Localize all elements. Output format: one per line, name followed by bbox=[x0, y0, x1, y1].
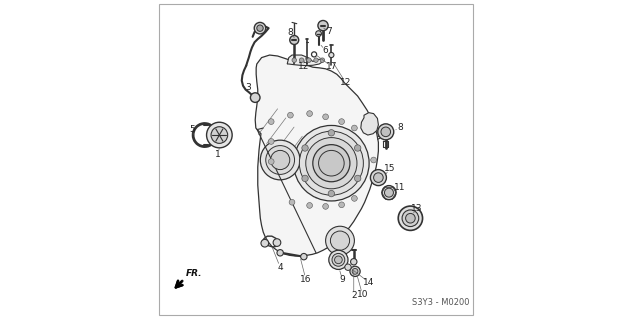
Circle shape bbox=[352, 268, 358, 274]
Circle shape bbox=[273, 239, 281, 246]
Circle shape bbox=[351, 196, 357, 201]
Circle shape bbox=[294, 125, 369, 201]
Circle shape bbox=[300, 131, 363, 195]
Text: 8: 8 bbox=[397, 123, 403, 132]
Circle shape bbox=[269, 119, 274, 124]
Circle shape bbox=[328, 130, 334, 136]
Circle shape bbox=[301, 253, 307, 260]
Circle shape bbox=[319, 150, 344, 176]
Circle shape bbox=[339, 202, 344, 208]
Circle shape bbox=[307, 58, 311, 62]
Text: 14: 14 bbox=[363, 278, 375, 287]
Circle shape bbox=[351, 125, 357, 131]
Text: 3: 3 bbox=[245, 84, 251, 92]
Circle shape bbox=[329, 250, 348, 269]
Circle shape bbox=[320, 58, 325, 62]
Circle shape bbox=[351, 259, 357, 265]
Text: 13: 13 bbox=[411, 204, 423, 213]
Circle shape bbox=[269, 159, 274, 164]
Text: 15: 15 bbox=[384, 164, 396, 173]
Circle shape bbox=[269, 139, 274, 144]
Circle shape bbox=[289, 199, 295, 205]
Circle shape bbox=[270, 150, 289, 170]
Text: 12: 12 bbox=[298, 62, 309, 71]
Circle shape bbox=[329, 52, 334, 58]
Circle shape bbox=[261, 239, 269, 247]
Circle shape bbox=[381, 127, 391, 137]
Circle shape bbox=[250, 93, 260, 102]
Circle shape bbox=[312, 52, 317, 57]
Circle shape bbox=[370, 170, 386, 186]
Circle shape bbox=[289, 36, 299, 44]
Text: 16: 16 bbox=[300, 275, 312, 284]
Circle shape bbox=[350, 266, 360, 276]
Polygon shape bbox=[287, 55, 324, 66]
Text: 9: 9 bbox=[339, 276, 346, 284]
Circle shape bbox=[331, 231, 349, 250]
Circle shape bbox=[266, 146, 295, 174]
Circle shape bbox=[313, 145, 350, 182]
Polygon shape bbox=[361, 113, 379, 135]
Circle shape bbox=[318, 20, 328, 31]
Circle shape bbox=[334, 256, 343, 264]
FancyArrowPatch shape bbox=[176, 281, 183, 288]
Circle shape bbox=[306, 138, 357, 189]
Text: 7: 7 bbox=[327, 27, 332, 36]
Circle shape bbox=[398, 206, 423, 230]
Circle shape bbox=[406, 213, 415, 223]
Text: 10: 10 bbox=[356, 290, 368, 299]
Circle shape bbox=[325, 226, 355, 255]
Circle shape bbox=[300, 58, 304, 62]
Circle shape bbox=[302, 145, 308, 151]
Circle shape bbox=[339, 119, 344, 124]
Text: 11: 11 bbox=[394, 183, 406, 192]
Circle shape bbox=[315, 31, 322, 36]
Circle shape bbox=[384, 188, 394, 197]
Circle shape bbox=[302, 175, 308, 182]
Circle shape bbox=[257, 25, 263, 31]
Text: 6: 6 bbox=[323, 46, 329, 55]
Text: 1: 1 bbox=[215, 150, 221, 159]
Circle shape bbox=[313, 58, 319, 62]
Circle shape bbox=[254, 22, 266, 34]
Circle shape bbox=[382, 186, 396, 200]
Circle shape bbox=[292, 58, 296, 62]
Circle shape bbox=[332, 253, 345, 266]
Circle shape bbox=[260, 140, 300, 180]
Polygon shape bbox=[255, 55, 379, 256]
Text: 12: 12 bbox=[340, 78, 351, 87]
Circle shape bbox=[323, 114, 329, 120]
Circle shape bbox=[277, 250, 283, 256]
Text: 5: 5 bbox=[190, 125, 195, 134]
Circle shape bbox=[307, 203, 312, 208]
Text: 8: 8 bbox=[288, 28, 293, 37]
Circle shape bbox=[307, 111, 312, 116]
Circle shape bbox=[371, 157, 377, 163]
Text: 2: 2 bbox=[351, 291, 356, 300]
Text: FR.: FR. bbox=[185, 269, 202, 278]
Circle shape bbox=[355, 145, 361, 151]
Circle shape bbox=[288, 112, 293, 118]
Circle shape bbox=[345, 264, 351, 270]
Text: S3Y3 - M0200: S3Y3 - M0200 bbox=[412, 298, 470, 307]
Circle shape bbox=[374, 173, 383, 182]
Circle shape bbox=[323, 204, 329, 209]
Circle shape bbox=[207, 122, 232, 148]
Circle shape bbox=[355, 175, 361, 182]
Circle shape bbox=[211, 127, 228, 143]
Text: 4: 4 bbox=[277, 263, 283, 272]
Circle shape bbox=[402, 210, 419, 227]
Circle shape bbox=[378, 124, 394, 140]
Circle shape bbox=[328, 190, 334, 197]
Text: 17: 17 bbox=[325, 62, 337, 71]
